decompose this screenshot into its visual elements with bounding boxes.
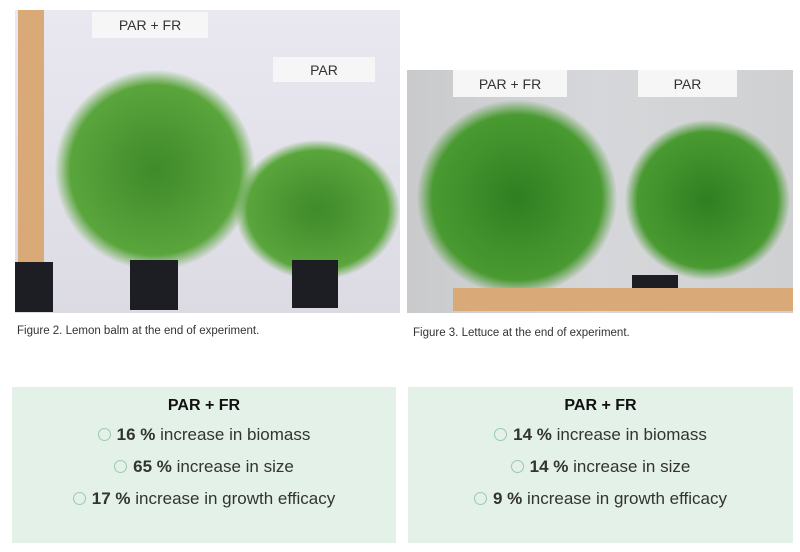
lemon-balm-par xyxy=(235,140,400,280)
figure-2-caption: Figure 2. Lemon balm at the end of exper… xyxy=(17,325,260,337)
pot xyxy=(292,260,338,308)
leaf-icon xyxy=(473,492,487,505)
result-biomass: 14 % increase in biomass xyxy=(408,423,793,447)
label-par: PAR xyxy=(638,70,737,97)
results-title: PAR + FR xyxy=(167,397,241,414)
label-par-fr: PAR + FR xyxy=(453,70,567,97)
leaf-icon xyxy=(114,460,128,473)
leaf-icon xyxy=(97,428,111,441)
lemon-balm-par-fr xyxy=(55,70,255,270)
leaf-icon xyxy=(494,428,508,441)
pot xyxy=(130,260,178,310)
result-efficacy: 17 % increase in growth efficacy xyxy=(12,487,396,511)
result-biomass: 16 % increase in biomass xyxy=(12,423,396,447)
pot xyxy=(15,262,53,312)
leaf-icon xyxy=(72,492,86,505)
lemon-balm-photo: PAR + FR PAR xyxy=(15,10,400,313)
lettuce-par-fr xyxy=(417,100,617,295)
ruler xyxy=(453,288,793,311)
lettuce-par xyxy=(625,120,790,280)
ruler xyxy=(18,10,44,270)
leaf-icon xyxy=(510,460,524,473)
label-par: PAR xyxy=(273,57,375,82)
figure-3-caption: Figure 3. Lettuce at the end of experime… xyxy=(413,327,630,339)
results-title: PAR + FR xyxy=(564,397,637,414)
label-par-fr: PAR + FR xyxy=(92,12,208,38)
result-size: 14 % increase in size xyxy=(408,455,793,479)
lettuce-photo: PAR + FR PAR xyxy=(407,70,793,313)
result-size: 65 % increase in size xyxy=(12,455,396,479)
result-efficacy: 9 % increase in growth efficacy xyxy=(408,487,793,511)
lettuce-results: PAR + FR 14 % increase in biomass 14 % i… xyxy=(408,387,793,543)
lemon-balm-results: PAR + FR 16 % increase in biomass 65 % i… xyxy=(12,387,396,543)
